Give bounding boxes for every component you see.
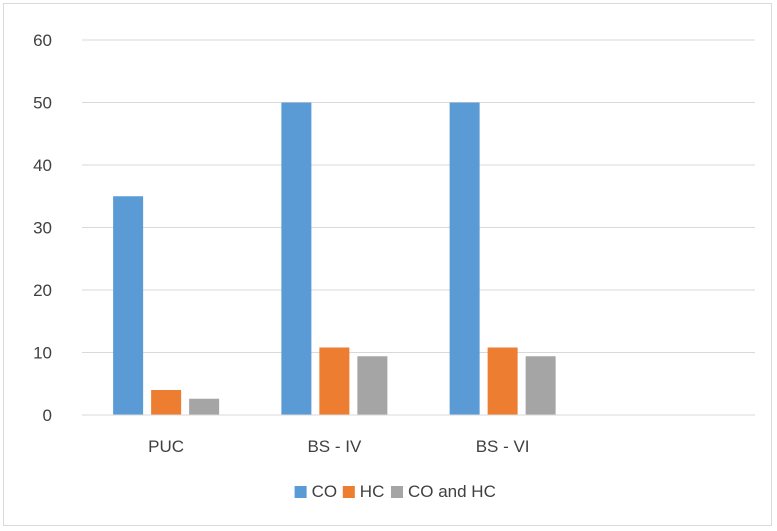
x-tick-label-bs-vi: BS - VI	[476, 437, 530, 456]
legend-swatch-co	[294, 486, 307, 498]
bar-hc-puc	[151, 390, 182, 415]
bar-co-and-hc-bs-iv	[357, 356, 388, 415]
y-tick-label-0: 0	[43, 406, 52, 425]
legend-label-hc: HC	[360, 482, 385, 501]
y-tick-label-20: 20	[33, 281, 52, 300]
legend-label-co: CO	[312, 482, 338, 501]
y-tick-label-30: 30	[33, 219, 52, 238]
bar-co-and-hc-puc	[189, 398, 220, 415]
y-tick-label-60: 60	[33, 31, 52, 50]
y-tick-label-40: 40	[33, 156, 52, 175]
x-tick-label-puc: PUC	[148, 437, 184, 456]
bar-co-bs-vi	[449, 102, 480, 415]
x-tick-label-bs-iv: BS - IV	[307, 437, 362, 456]
bar-co-and-hc-bs-vi	[525, 356, 556, 415]
y-tick-label-10: 10	[33, 344, 52, 363]
y-tick-label-50: 50	[33, 94, 52, 113]
bar-hc-bs-vi	[487, 347, 518, 415]
legend-swatch-hc	[342, 486, 355, 498]
bar-co-puc	[113, 196, 144, 415]
legend-swatch-co-and-hc	[391, 486, 403, 498]
legend-label-co-and-hc: CO and HC	[408, 482, 496, 501]
bar-hc-bs-iv	[319, 347, 350, 415]
bar-co-bs-iv	[281, 102, 312, 415]
